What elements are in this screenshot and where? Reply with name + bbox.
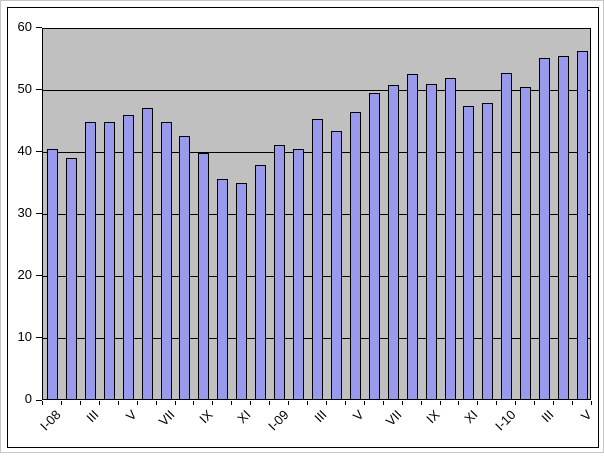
bar-month-21	[426, 84, 437, 399]
y-tick-label-30: 30	[17, 205, 32, 220]
y-tick-50	[36, 89, 42, 90]
x-tick-20	[421, 401, 422, 405]
y-tick-label-60: 60	[17, 19, 32, 34]
x-tick-12	[269, 401, 270, 405]
x-tick-0	[42, 401, 43, 405]
bar-month-16	[331, 131, 342, 399]
x-tick-29	[591, 401, 592, 405]
x-tick-8	[193, 401, 194, 405]
bar-month-1	[47, 149, 58, 399]
bar-month-3	[85, 122, 96, 399]
bar-month-28	[558, 56, 569, 399]
bar-month-4	[104, 122, 115, 399]
x-tick-4	[118, 401, 119, 405]
plot-area	[42, 28, 591, 400]
y-tick-60	[36, 27, 42, 28]
gridline-50	[43, 90, 590, 91]
x-tick-23	[477, 401, 478, 405]
bar-month-5	[123, 115, 134, 399]
x-tick-3	[99, 401, 100, 405]
x-tick-1	[61, 401, 62, 405]
x-tick-15	[326, 401, 327, 405]
y-tick-label-20: 20	[17, 267, 32, 282]
x-tick-25	[515, 401, 516, 405]
x-tick-26	[534, 401, 535, 405]
bar-month-8	[179, 136, 190, 399]
bar-month-13	[274, 145, 285, 399]
bar-month-19	[388, 85, 399, 399]
y-tick-20	[36, 275, 42, 276]
x-tick-13	[288, 401, 289, 405]
x-tick-2	[80, 401, 81, 405]
chart-frame: 0 10 20 30 40 50 60 I-08 III V VII IX XI I-09 III V VII…	[7, 7, 599, 448]
bar-month-12	[255, 165, 266, 399]
x-tick-28	[572, 401, 573, 405]
x-tick-6	[156, 401, 157, 405]
bar-month-17	[350, 112, 361, 399]
bar-month-20	[407, 74, 418, 399]
x-tick-24	[496, 401, 497, 405]
y-tick-30	[36, 213, 42, 214]
bar-month-23	[463, 106, 474, 399]
x-tick-22	[458, 401, 459, 405]
y-tick-0	[36, 400, 42, 401]
bar-month-29	[577, 51, 588, 399]
bar-month-9	[198, 153, 209, 399]
y-tick-40	[36, 151, 42, 152]
x-tick-27	[553, 401, 554, 405]
x-tick-21	[440, 401, 441, 405]
bar-month-6	[142, 108, 153, 399]
bar-month-15	[312, 119, 323, 399]
bar-month-26	[520, 87, 531, 399]
bar-month-11	[236, 183, 247, 399]
bar-month-27	[539, 58, 550, 399]
y-tick-label-10: 10	[17, 329, 32, 344]
y-tick-label-0: 0	[24, 391, 32, 406]
bar-month-2	[66, 158, 77, 399]
x-tick-18	[383, 401, 384, 405]
x-tick-5	[137, 401, 138, 405]
y-tick-label-40: 40	[17, 143, 32, 158]
bar-month-25	[501, 73, 512, 399]
bar-month-24	[482, 103, 493, 399]
bar-month-14	[293, 149, 304, 399]
bar-month-10	[217, 179, 228, 399]
bar-month-18	[369, 93, 380, 399]
bar-month-22	[445, 78, 456, 399]
x-tick-19	[402, 401, 403, 405]
x-tick-16	[345, 401, 346, 405]
y-tick-label-50: 50	[17, 81, 32, 96]
x-tick-10	[231, 401, 232, 405]
x-tick-9	[212, 401, 213, 405]
x-tick-17	[364, 401, 365, 405]
y-tick-10	[36, 337, 42, 338]
x-tick-11	[250, 401, 251, 405]
bar-month-7	[161, 122, 172, 399]
x-tick-14	[307, 401, 308, 405]
x-tick-7	[175, 401, 176, 405]
